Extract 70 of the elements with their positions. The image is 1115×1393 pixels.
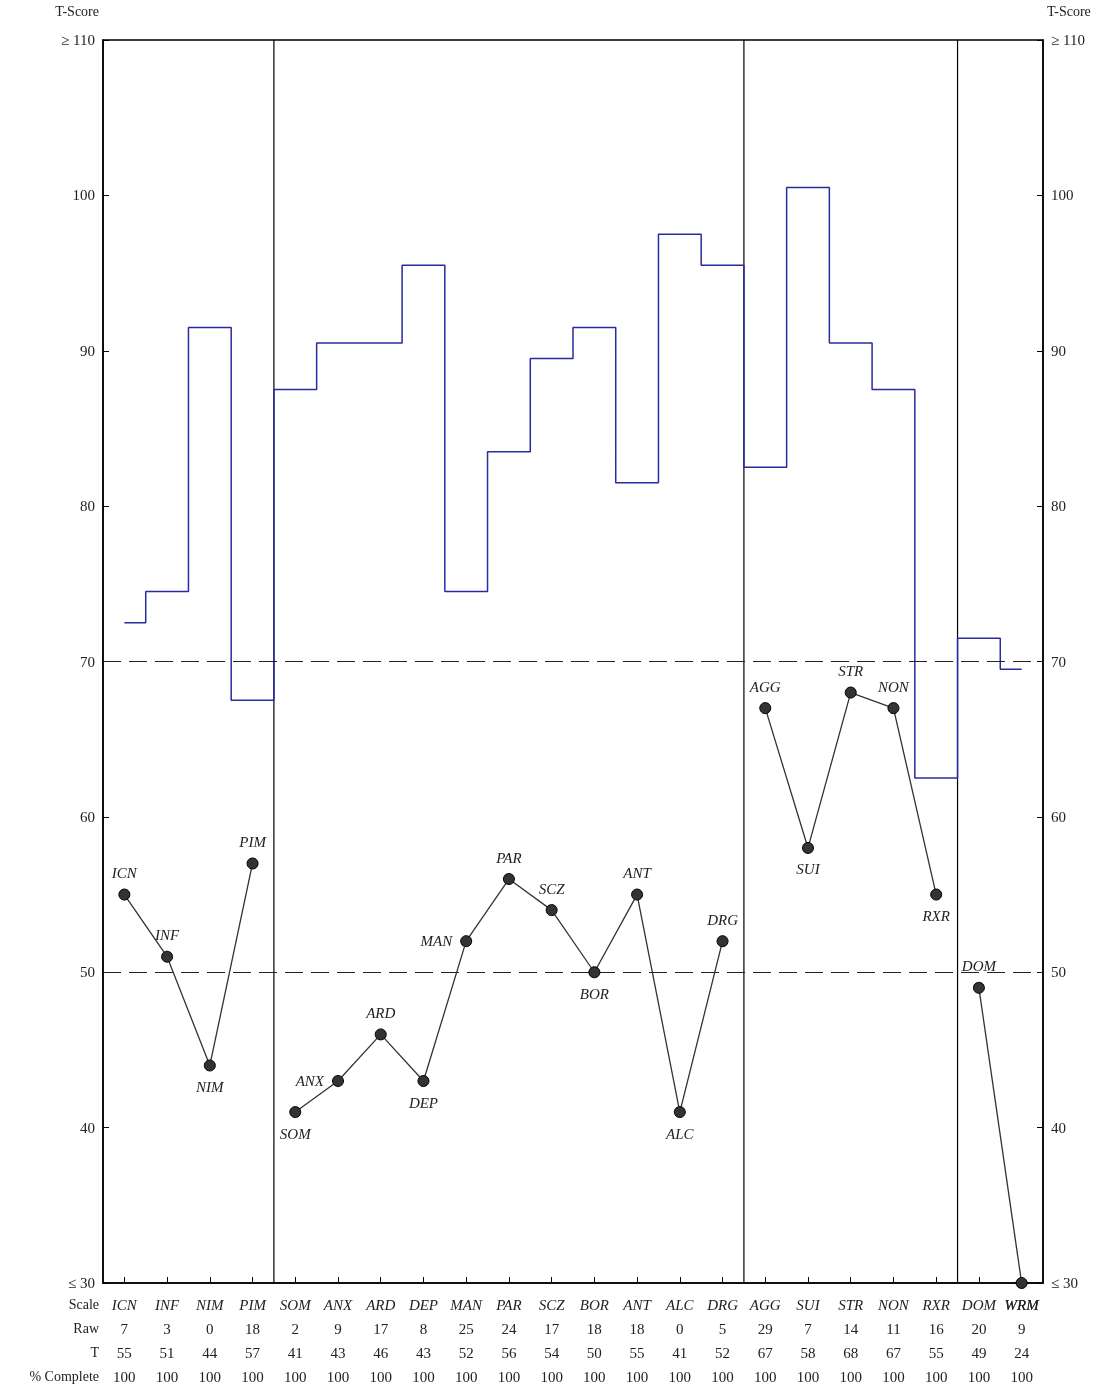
y2-tick-label: 60	[1051, 808, 1066, 825]
x-tick-label: SOM	[279, 1296, 313, 1313]
category-label: STR	[838, 663, 864, 680]
x-tick-label: DEP	[407, 1296, 439, 1313]
category-label: AGG	[749, 678, 781, 695]
x-tick-label: ICN	[110, 1296, 138, 1313]
category-label: ARD	[366, 1004, 396, 1021]
y2-tick-label: 50	[1051, 964, 1066, 981]
category-label: NIM	[196, 1078, 224, 1095]
text: % Complete	[29, 1368, 99, 1386]
category-label: DEP	[408, 1094, 439, 1111]
y-tick-label: ≥ 110	[61, 32, 95, 48]
category-label: SUI	[796, 861, 820, 878]
category-label: DOM	[961, 958, 996, 975]
x-tick-label: SCZ	[538, 1296, 566, 1313]
y-tick-label: 70	[80, 653, 95, 670]
category-label: ANX	[295, 1073, 324, 1090]
x-tick-label: STR	[838, 1296, 864, 1313]
y-tick-label: ≤ 30	[68, 1275, 95, 1291]
x-tick-label: RXR	[921, 1296, 950, 1313]
y2-tick-label: 90	[1051, 342, 1066, 359]
x-tick-label: SUI	[796, 1296, 821, 1313]
y-tick-label: 80	[80, 498, 95, 515]
x-tick-label: DRG	[706, 1296, 739, 1313]
x-tick-label: PAR	[495, 1296, 522, 1313]
x-tick-label: NIM	[195, 1296, 226, 1313]
y2-tick-label: 40	[1051, 1119, 1066, 1136]
category-label: SOM	[279, 1125, 311, 1142]
category-label: DRG	[707, 911, 738, 928]
category-label: MAN	[420, 933, 453, 950]
x-tick-label: ALC	[665, 1296, 695, 1313]
x-tick-label: ANT	[622, 1296, 653, 1313]
text: 55 51 44 57 41 43 46 43 52 56 54 50 55 41 52 67 58 68 67 55 49 24	[116, 1345, 1030, 1361]
category-label: BOR	[579, 985, 609, 1002]
y2-tick-label: ≥ 110	[1051, 32, 1085, 48]
text: T	[90, 1344, 99, 1362]
text: 100 100 100 100 100 100 100 100 100 100 100 100 100 100 100 100 100 100 100 100 100 100	[113, 1369, 1033, 1385]
x-tick-label: MAN	[449, 1296, 483, 1313]
y2-tick-label: 80	[1051, 498, 1066, 515]
x-tick-label: ANX	[322, 1296, 353, 1313]
category-label: ALC	[666, 1125, 694, 1142]
category-label: SCZ	[538, 880, 565, 897]
y-tick-label: 100	[72, 187, 95, 204]
y-axis-title: T-Score	[55, 3, 99, 19]
y-tick-label: 40	[80, 1119, 95, 1136]
x-tick-label: AGG	[748, 1296, 781, 1313]
category-label: PAR	[496, 849, 522, 866]
category-label: ANT	[623, 865, 651, 882]
text: 7 3 0 18 2 9 17 8 25 24 17 18 18 0 5 29 7 14 11 16 20 9	[120, 1321, 1026, 1337]
x-tick-label: DOM	[960, 1296, 998, 1313]
x-tick-label: WRM	[1004, 1296, 1041, 1313]
category-label: PIM	[239, 833, 266, 850]
y-tick-label: 90	[80, 342, 95, 359]
y-tick-label: 60	[80, 808, 95, 825]
text: Raw	[73, 1320, 99, 1338]
y2-tick-label: ≤ 30	[1051, 1275, 1078, 1291]
x-tick-label: BOR	[579, 1296, 609, 1313]
x-tick-label: ARD	[365, 1296, 396, 1313]
category-label: ICN	[111, 865, 137, 882]
category-label: RXR	[922, 908, 950, 925]
category-label: INF	[155, 927, 180, 944]
x-tick-label: INF	[154, 1296, 180, 1313]
y2-tick-label: 100	[1051, 187, 1074, 204]
x-tick-label: NON	[877, 1296, 910, 1313]
y-tick-label: 50	[80, 964, 95, 981]
category-label: NON	[878, 678, 909, 695]
x-tick-label: PIM	[238, 1296, 268, 1313]
y2-axis-title: T-Score	[1047, 3, 1091, 19]
text: Scale	[68, 1296, 99, 1314]
y2-tick-label: 70	[1051, 653, 1066, 670]
